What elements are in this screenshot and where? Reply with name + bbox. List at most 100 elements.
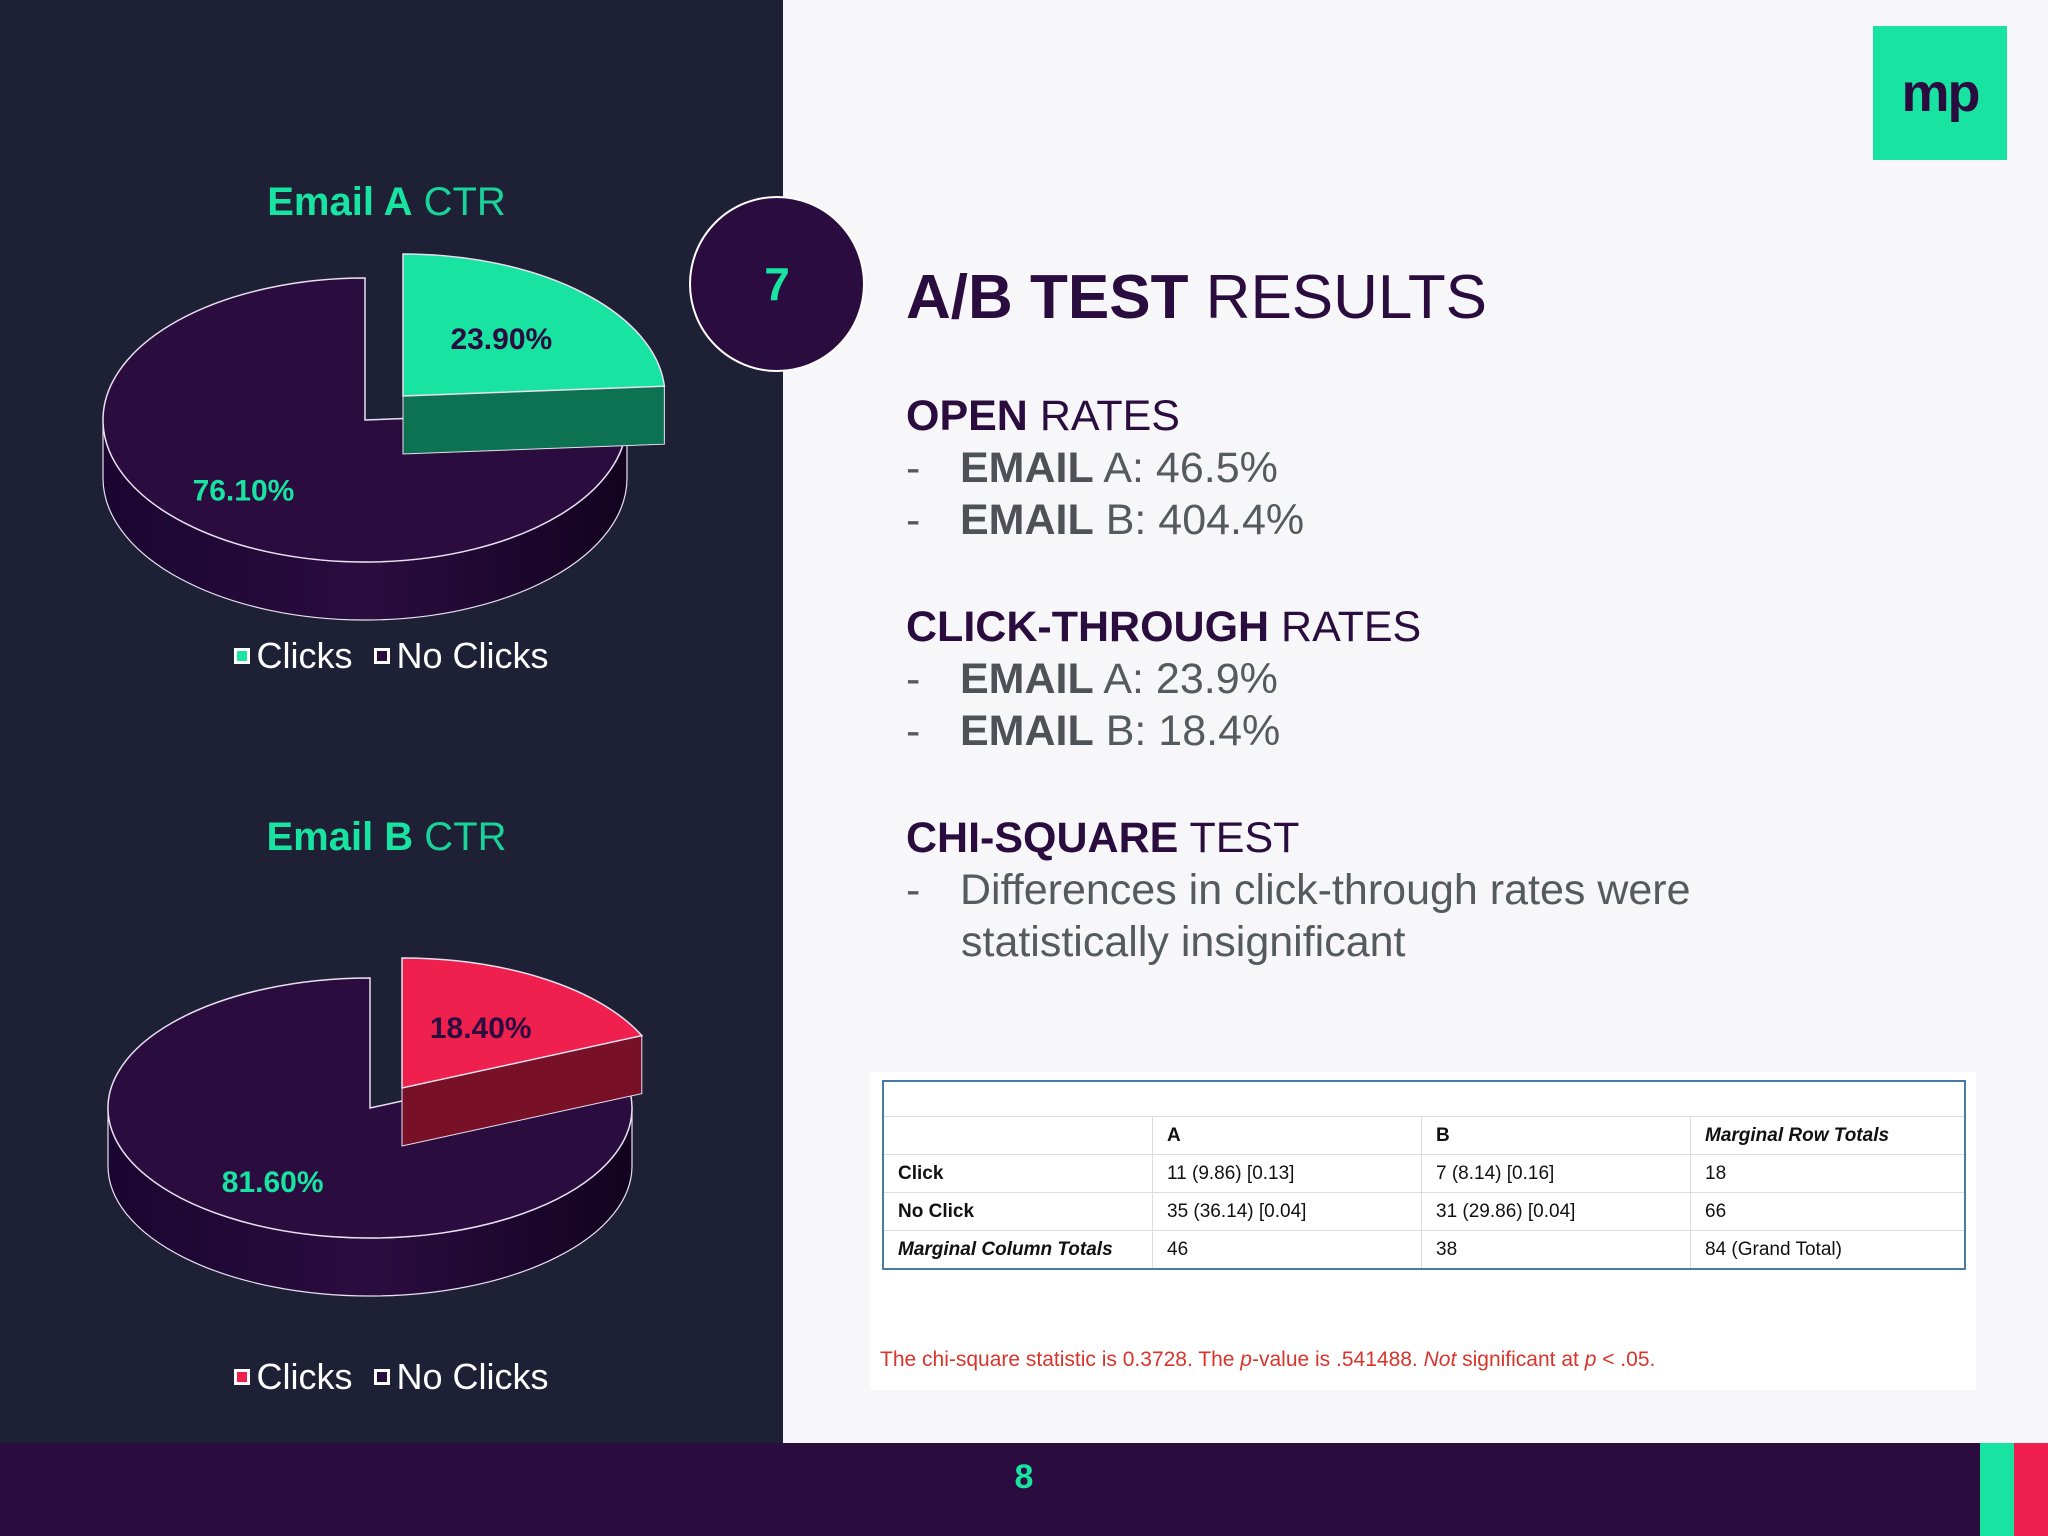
pie-chart-0: 23.90% 76.10% (102, 253, 666, 621)
pie-slice-clicks (402, 253, 666, 397)
table-cell: 38 (1421, 1230, 1691, 1270)
legend-item-no-clicks: No Clicks (374, 635, 549, 677)
table-row-header: No Click (882, 1192, 1153, 1231)
table-cell: 35 (36.14) [0.04] (1152, 1192, 1422, 1231)
pie-label-no-clicks: 81.60% (222, 1166, 324, 1199)
note-italic: p (1584, 1348, 1597, 1371)
table-cell: 84 (Grand Total) (1690, 1230, 1966, 1270)
email-a-legend: Clicks No Clicks (0, 635, 783, 677)
legend-label-no-clicks: No Clicks (396, 635, 549, 676)
table-cell: 31 (29.86) [0.04] (1421, 1192, 1691, 1231)
mp-logo: mp (1873, 26, 2007, 160)
bullet-bold: EMAIL (960, 655, 1094, 703)
open-rate-email-b: - EMAIL B: 404.4% (906, 496, 1304, 545)
pie-slice-no-clicks (102, 277, 628, 563)
ctr-heading-bold: CLICK-THROUGH (906, 603, 1270, 651)
bullet-bold: EMAIL (960, 496, 1094, 544)
table-cell: 7 (8.14) [0.16] (1421, 1154, 1691, 1193)
bullet-text: B: 18.4% (1093, 707, 1281, 755)
bullet-text: A: 23.9% (1093, 655, 1278, 703)
page-title-light: RESULTS (1188, 263, 1488, 332)
bullet-text: B: 404.4% (1093, 496, 1305, 544)
table-blank-row (883, 1080, 1965, 1117)
bullet-dash: - (906, 655, 921, 703)
bullet-bold: EMAIL (960, 444, 1094, 492)
legend-item-clicks: Clicks (234, 1356, 352, 1398)
open-rates-heading: OPEN RATES (906, 392, 1180, 441)
pie-label-clicks: 23.90% (450, 323, 552, 356)
pie-chart-1: 18.40% 81.60% (107, 957, 644, 1297)
legend-swatch-clicks (234, 648, 251, 664)
bullet-bold: EMAIL (960, 707, 1094, 755)
email-b-title-bold: Email B (266, 815, 414, 859)
pie-label-no-clicks: 76.10% (193, 475, 295, 508)
table-blank-cell (883, 1080, 1965, 1117)
pie-label-clicks: 18.40% (430, 1012, 532, 1045)
open-rates-heading-light: RATES (1027, 392, 1180, 440)
note-part: The chi-square statistic is 0.3728. The (880, 1348, 1241, 1371)
table-row: Click 11 (9.86) [0.13] 7 (8.14) [0.16] 1… (882, 1154, 1966, 1193)
contingency-table: A B Marginal Row Totals Click 11 (9.86) … (882, 1080, 1966, 1270)
table-row: Marginal Column Totals 46 38 84 (Grand T… (882, 1230, 1966, 1270)
legend-item-clicks: Clicks (234, 635, 352, 677)
chi-square-bullet: - Differences in click-through rates were (906, 866, 1691, 915)
bullet-dash: - (906, 444, 921, 492)
email-a-title-bold: Email A (267, 180, 413, 224)
ctr-heading: CLICK-THROUGH RATES (906, 603, 1421, 652)
footer-stripe-green (1980, 1443, 2014, 1536)
table-header-cell: B (1421, 1116, 1691, 1155)
bullet-dash: - (906, 496, 921, 544)
table-row-header: Marginal Column Totals (882, 1230, 1153, 1270)
email-b-legend: Clicks No Clicks (0, 1356, 783, 1398)
table-row: No Click 35 (36.14) [0.04] 31 (29.86) [0… (882, 1192, 1966, 1231)
pie-slice-wall-end-clicks (402, 385, 665, 455)
table-header-cell: Marginal Row Totals (1690, 1116, 1966, 1155)
bullet-dash: - (906, 866, 921, 914)
table-cell: 46 (1152, 1230, 1422, 1270)
chi-square-heading-light: TEST (1178, 814, 1300, 862)
table-header-cell: A (1152, 1116, 1422, 1155)
chi-square-note: The chi-square statistic is 0.3728. The … (880, 1348, 1655, 1372)
note-part: < .05. (1596, 1348, 1656, 1371)
page-number: 8 (1014, 1458, 1034, 1496)
legend-swatch-clicks (234, 1369, 251, 1385)
email-b-chart-title: Email B CTR (0, 815, 773, 860)
chi-square-table-image: A B Marginal Row Totals Click 11 (9.86) … (870, 1072, 1976, 1390)
note-part: significant at (1456, 1348, 1585, 1371)
table-cell: 18 (1690, 1154, 1966, 1193)
chi-square-line-2: statistically insignificant (961, 918, 1406, 966)
page-title-bold: A/B TEST (906, 263, 1189, 332)
legend-swatch-no-clicks (374, 1369, 391, 1385)
table-cell: 66 (1690, 1192, 1966, 1231)
pie-slice-clicks (401, 957, 644, 1089)
email-b-title-light: CTR (413, 815, 507, 859)
table-header-row: A B Marginal Row Totals (882, 1116, 1966, 1155)
legend-label-no-clicks: No Clicks (396, 1356, 549, 1397)
bullet-text: A: 46.5% (1093, 444, 1278, 492)
bullet-dash: - (906, 707, 921, 755)
section-number-badge: 7 (689, 196, 865, 372)
pie-slice-no-clicks (107, 977, 633, 1239)
ctr-email-a: - EMAIL A: 23.9% (906, 655, 1278, 704)
open-rates-heading-bold: OPEN (906, 392, 1028, 440)
footer-bar (0, 1443, 2048, 1536)
table-row-header: Click (882, 1154, 1153, 1193)
note-italic: Not (1423, 1348, 1457, 1371)
email-a-title-light: CTR (412, 180, 506, 224)
open-rate-email-a: - EMAIL A: 46.5% (906, 444, 1278, 493)
footer-stripe-red (2014, 1443, 2048, 1536)
chi-square-heading-bold: CHI-SQUARE (906, 814, 1179, 862)
pie-charts: 23.90% 76.10% 18.40% 81.60% (102, 253, 666, 1297)
legend-label-clicks: Clicks (256, 1356, 353, 1397)
ctr-email-b: - EMAIL B: 18.4% (906, 707, 1280, 756)
chi-square-heading: CHI-SQUARE TEST (906, 814, 1299, 863)
ctr-heading-light: RATES (1269, 603, 1422, 651)
chi-square-line-1: Differences in click-through rates were (960, 866, 1691, 914)
note-part: -value is .541488. (1251, 1348, 1424, 1371)
legend-swatch-no-clicks (374, 648, 391, 664)
table-cell: 11 (9.86) [0.13] (1152, 1154, 1422, 1193)
table-header-cell (882, 1116, 1153, 1155)
email-a-chart-title: Email A CTR (0, 180, 773, 225)
legend-item-no-clicks: No Clicks (374, 1356, 549, 1398)
page-title: A/B TEST RESULTS (906, 262, 1487, 333)
